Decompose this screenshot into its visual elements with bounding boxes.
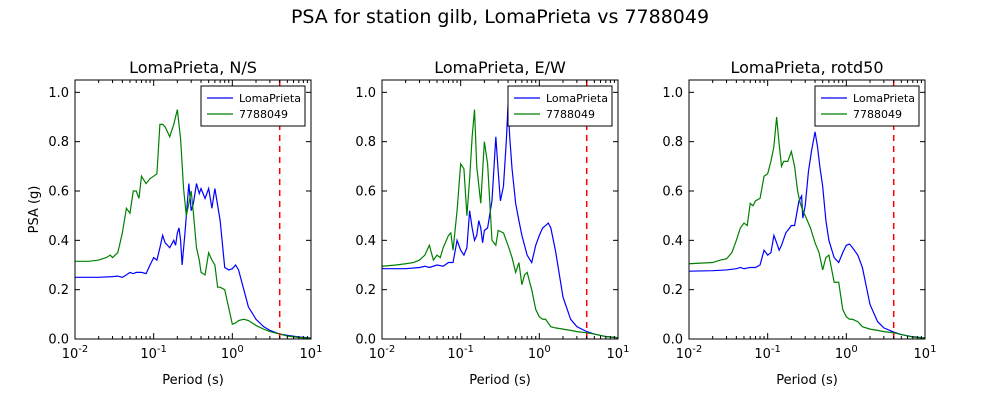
x-axis-label: Period (s): [162, 373, 224, 388]
axes-frame: [381, 79, 619, 340]
panel-title: LomaPrieta, E/W: [434, 58, 566, 77]
x-tick-label: 100: [528, 344, 551, 362]
y-tick-label: 0.6: [355, 185, 376, 200]
legend-entry: LomaPrieta: [239, 92, 301, 105]
x-tick-label: 10-1: [140, 344, 167, 362]
axes-frame: [74, 79, 312, 340]
legend-entry: 7788049: [546, 108, 595, 121]
legend-entry: 7788049: [853, 108, 902, 121]
y-axis-label: PSA (g): [27, 186, 42, 234]
x-tick-label: 101: [607, 344, 630, 362]
series-line-7788049: [382, 109, 618, 339]
panel-2: LomaPrieta, E/W 0.0 0.2 0.4 0.6 0.8 1.0 10-2 10-…: [355, 58, 629, 388]
y-tick-label: 0.0: [662, 333, 683, 348]
y-tick-label: 0.4: [355, 234, 376, 249]
y-tick-label: 1.0: [48, 86, 69, 101]
legend: LomaPrieta 7788049: [814, 85, 920, 127]
axes-frame: [688, 79, 926, 340]
series-line-lomaprieta: [75, 183, 311, 339]
legend-entry: 7788049: [239, 108, 288, 121]
y-tick-label: 0.8: [662, 135, 683, 150]
panel-title: LomaPrieta, rotd50: [730, 58, 883, 77]
figure-suptitle: PSA for station gilb, LomaPrieta vs 7788…: [291, 6, 709, 28]
x-tick-label: 101: [300, 344, 323, 362]
y-tick-label: 0.4: [48, 234, 69, 249]
series-line-7788049: [689, 116, 925, 339]
legend: LomaPrieta 7788049: [507, 85, 613, 127]
x-tick-label: 10-2: [369, 344, 396, 362]
legend-entry: LomaPrieta: [853, 92, 915, 105]
legend: LomaPrieta 7788049: [200, 85, 306, 127]
legend-entry: LomaPrieta: [546, 92, 608, 105]
panel-1: LomaPrieta, N/S 0.0 0.2 0.4 0.6 0.8 1.0 10-2 10-…: [27, 58, 322, 388]
series-line-lomaprieta: [689, 131, 925, 339]
y-tick-label: 0.0: [48, 333, 69, 348]
panel-title: LomaPrieta, N/S: [129, 58, 257, 77]
y-tick-label: 0.6: [662, 185, 683, 200]
x-tick-label: 10-2: [62, 344, 89, 362]
panel-3: LomaPrieta, rotd50 0.0 0.2 0.4 0.6 0.8 1.0 10-2…: [662, 58, 936, 388]
x-axis-label: Period (s): [776, 373, 838, 388]
x-axis-label: Period (s): [469, 373, 531, 388]
y-tick-label: 0.6: [48, 185, 69, 200]
y-tick-label: 0.2: [662, 283, 683, 298]
series-line-7788049: [75, 109, 311, 339]
y-tick-label: 0.0: [355, 333, 376, 348]
x-tick-label: 10-1: [447, 344, 474, 362]
x-tick-label: 101: [914, 344, 937, 362]
x-tick-label: 10-1: [754, 344, 781, 362]
y-tick-label: 0.8: [355, 135, 376, 150]
x-tick-label: 100: [835, 344, 858, 362]
y-tick-label: 0.2: [48, 283, 69, 298]
x-tick-label: 100: [221, 344, 244, 362]
y-tick-label: 1.0: [355, 86, 376, 101]
y-tick-label: 0.8: [48, 135, 69, 150]
y-tick-label: 0.2: [355, 283, 376, 298]
x-tick-label: 10-2: [676, 344, 703, 362]
y-tick-label: 1.0: [662, 86, 683, 101]
series-line-lomaprieta: [382, 104, 618, 339]
y-tick-label: 0.4: [662, 234, 683, 249]
